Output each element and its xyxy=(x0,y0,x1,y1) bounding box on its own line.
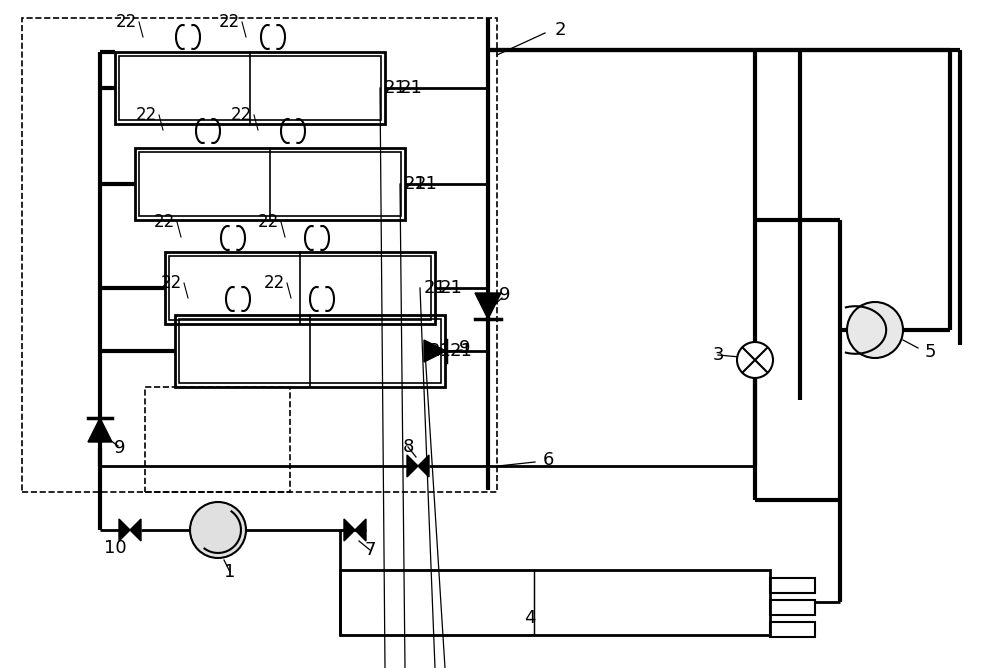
Text: 22: 22 xyxy=(161,274,182,292)
Bar xyxy=(145,387,290,492)
Text: 21: 21 xyxy=(384,79,406,97)
Polygon shape xyxy=(407,455,418,477)
Text: 22: 22 xyxy=(264,274,285,292)
Text: 7: 7 xyxy=(364,541,376,559)
Bar xyxy=(135,148,405,220)
Text: 5: 5 xyxy=(924,343,936,361)
Bar xyxy=(179,319,441,383)
Text: 3: 3 xyxy=(712,346,724,364)
Polygon shape xyxy=(424,340,446,362)
Circle shape xyxy=(847,302,903,358)
Text: 22: 22 xyxy=(219,13,240,31)
Bar xyxy=(139,152,401,216)
Text: 10: 10 xyxy=(104,539,126,557)
Text: 9: 9 xyxy=(114,439,126,457)
Text: 22: 22 xyxy=(258,213,279,231)
Text: 21: 21 xyxy=(429,342,451,360)
Polygon shape xyxy=(88,418,112,442)
Text: 2: 2 xyxy=(554,21,566,39)
Bar xyxy=(119,56,381,120)
Text: 1: 1 xyxy=(224,563,236,581)
Polygon shape xyxy=(119,519,130,541)
Text: 9: 9 xyxy=(499,286,511,304)
Bar xyxy=(175,315,445,387)
Text: 21: 21 xyxy=(450,342,473,360)
Text: 21: 21 xyxy=(440,279,463,297)
Text: 22: 22 xyxy=(154,213,175,231)
Text: 8: 8 xyxy=(402,438,414,456)
Bar xyxy=(770,600,815,615)
Text: 9: 9 xyxy=(459,339,471,357)
Polygon shape xyxy=(344,519,355,541)
Bar xyxy=(115,52,385,124)
Polygon shape xyxy=(130,519,141,541)
Bar xyxy=(770,578,815,593)
Text: 22: 22 xyxy=(231,106,252,124)
Bar xyxy=(169,256,431,320)
Polygon shape xyxy=(355,519,366,541)
Polygon shape xyxy=(475,293,501,319)
Bar xyxy=(165,252,435,324)
Text: 6: 6 xyxy=(542,451,554,469)
Text: 21: 21 xyxy=(404,175,426,193)
Text: 21: 21 xyxy=(424,279,446,297)
Bar xyxy=(340,570,534,635)
Polygon shape xyxy=(418,455,429,477)
Bar xyxy=(340,570,770,635)
Bar xyxy=(22,18,497,492)
Circle shape xyxy=(190,502,246,558)
Circle shape xyxy=(737,342,773,378)
Text: 22: 22 xyxy=(116,13,137,31)
Text: 21: 21 xyxy=(415,175,438,193)
Bar xyxy=(770,622,815,637)
Text: 4: 4 xyxy=(524,609,536,627)
Text: 21: 21 xyxy=(400,79,423,97)
Text: 22: 22 xyxy=(136,106,157,124)
